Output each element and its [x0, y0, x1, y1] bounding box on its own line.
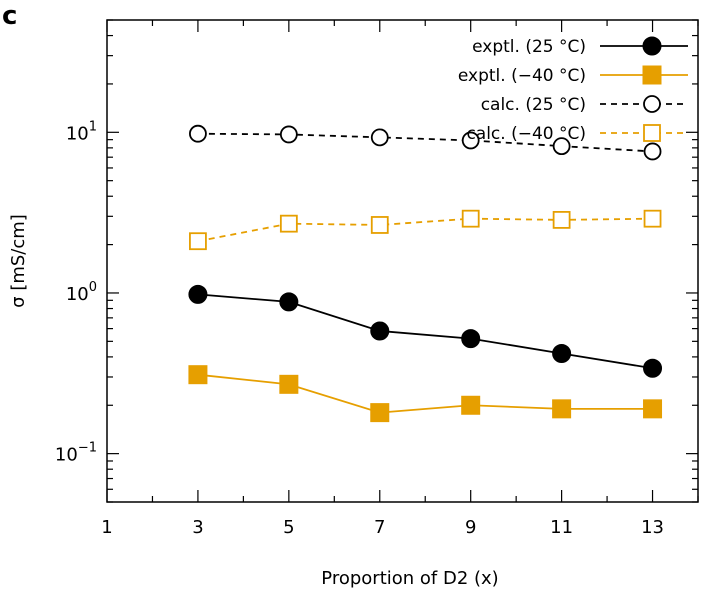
data-point-calc-25c — [552, 137, 571, 156]
legend-item-exptl-25c: exptl. (25 °C) — [472, 36, 688, 57]
legend-label: calc. (−40 °C) — [466, 124, 586, 144]
series-calc-25c — [189, 124, 662, 161]
legend-marker — [643, 124, 661, 142]
series-exptl-minus40c — [188, 365, 663, 423]
x-tick-label: 1 — [101, 517, 112, 538]
data-point-calc-minus40c — [279, 214, 298, 233]
series-line-exptl-minus40c — [197, 373, 653, 414]
x-tick-label: 13 — [641, 517, 664, 538]
data-point-exptl-25c — [188, 284, 208, 304]
data-point-exptl-minus40c — [188, 365, 208, 385]
data-point-exptl-minus40c — [370, 403, 390, 423]
legend-label: exptl. (25 °C) — [472, 37, 586, 57]
data-point-exptl-minus40c — [643, 399, 663, 419]
data-point-calc-minus40c — [552, 210, 571, 229]
series-line-calc-minus40c — [197, 217, 653, 243]
data-point-exptl-minus40c — [279, 374, 299, 394]
series-line-exptl-25c — [197, 293, 653, 370]
data-point-calc-minus40c — [643, 209, 662, 228]
legend-marker — [642, 36, 662, 56]
data-point-calc-minus40c — [370, 216, 389, 234]
legend-label: exptl. (−40 °C) — [458, 66, 586, 86]
x-tick-label: 5 — [283, 517, 294, 538]
axis-ticks — [106, 19, 699, 503]
data-point-calc-minus40c — [189, 232, 207, 251]
y-tick-label: 101 — [66, 119, 97, 144]
legend-marker — [643, 95, 661, 113]
series-exptl-25c — [188, 284, 663, 378]
legend-label: calc. (25 °C) — [481, 95, 586, 115]
x-tick-label: 3 — [192, 517, 203, 538]
data-point-calc-25c — [643, 142, 662, 161]
data-point-exptl-minus40c — [552, 399, 572, 419]
x-axis-label: Proportion of D2 (x) — [321, 568, 498, 589]
data-point-calc-25c — [189, 124, 207, 143]
panel-label: c — [2, 1, 17, 31]
data-point-calc-25c — [370, 128, 389, 147]
y-tick-label: 100 — [66, 280, 97, 305]
y-tick-labels: 10−1 100 101 — [55, 119, 97, 465]
legend-item-calc-minus40c: calc. (−40 °C) — [466, 124, 688, 144]
data-point-exptl-25c — [279, 292, 299, 312]
data-point-calc-25c — [279, 125, 298, 144]
y-axis-label: σ [mS/cm] — [8, 214, 29, 308]
legend-item-exptl-minus40c: exptl. (−40 °C) — [458, 65, 688, 86]
legend-marker — [642, 65, 662, 85]
plot-frame — [106, 19, 699, 503]
y-tick-label: 10−1 — [55, 441, 97, 466]
data-point-exptl-25c — [370, 321, 390, 341]
series-layer — [188, 124, 663, 423]
x-tick-label: 7 — [374, 517, 385, 538]
legend-item-calc-25c: calc. (25 °C) — [481, 95, 688, 115]
data-point-calc-25c — [461, 131, 480, 150]
series-line-calc-25c — [197, 132, 653, 153]
data-point-calc-minus40c — [461, 209, 480, 228]
x-tick-label: 9 — [465, 517, 476, 538]
data-point-exptl-25c — [643, 358, 663, 378]
data-point-exptl-25c — [552, 343, 572, 363]
x-tick-label: 11 — [550, 517, 573, 538]
series-calc-minus40c — [189, 209, 662, 251]
data-point-exptl-25c — [461, 329, 481, 349]
legend: exptl. (25 °C) exptl. (−40 °C) calc. (25 °… — [458, 36, 688, 144]
x-tick-labels: 1 3 5 7 9 11 13 — [101, 517, 664, 538]
data-point-exptl-minus40c — [461, 395, 481, 415]
